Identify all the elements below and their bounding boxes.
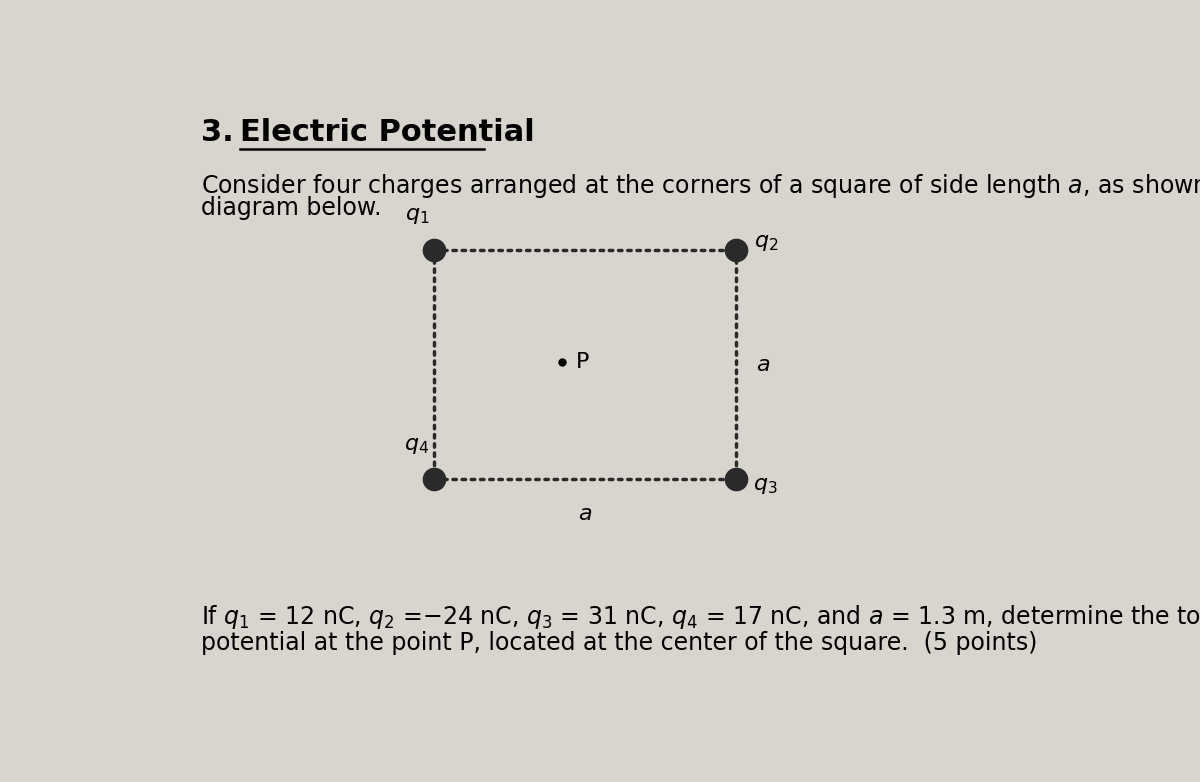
Text: $q_4$: $q_4$ [404, 436, 430, 457]
Text: potential at the point P, located at the center of the square.  (5 points): potential at the point P, located at the… [202, 631, 1038, 655]
Text: $q_2$: $q_2$ [755, 233, 779, 253]
Text: Consider four charges arranged at the corners of a square of side length $a$, as: Consider four charges arranged at the co… [202, 172, 1200, 200]
Text: $a$: $a$ [756, 355, 770, 375]
Text: diagram below.: diagram below. [202, 196, 382, 221]
Text: Electric Potential: Electric Potential [240, 118, 535, 147]
Text: $a$: $a$ [577, 504, 592, 525]
Text: $q_1$: $q_1$ [404, 206, 430, 226]
Text: $q_3$: $q_3$ [752, 476, 778, 497]
Text: P: P [576, 352, 589, 371]
Text: If $q_1$ = 12 nC, $q_2$ =$-$24 nC, $q_3$ = 31 nC, $q_4$ = 17 nC, and $a$ = 1.3 m: If $q_1$ = 12 nC, $q_2$ =$-$24 nC, $q_3$… [202, 603, 1200, 630]
Text: 3.: 3. [202, 118, 234, 147]
